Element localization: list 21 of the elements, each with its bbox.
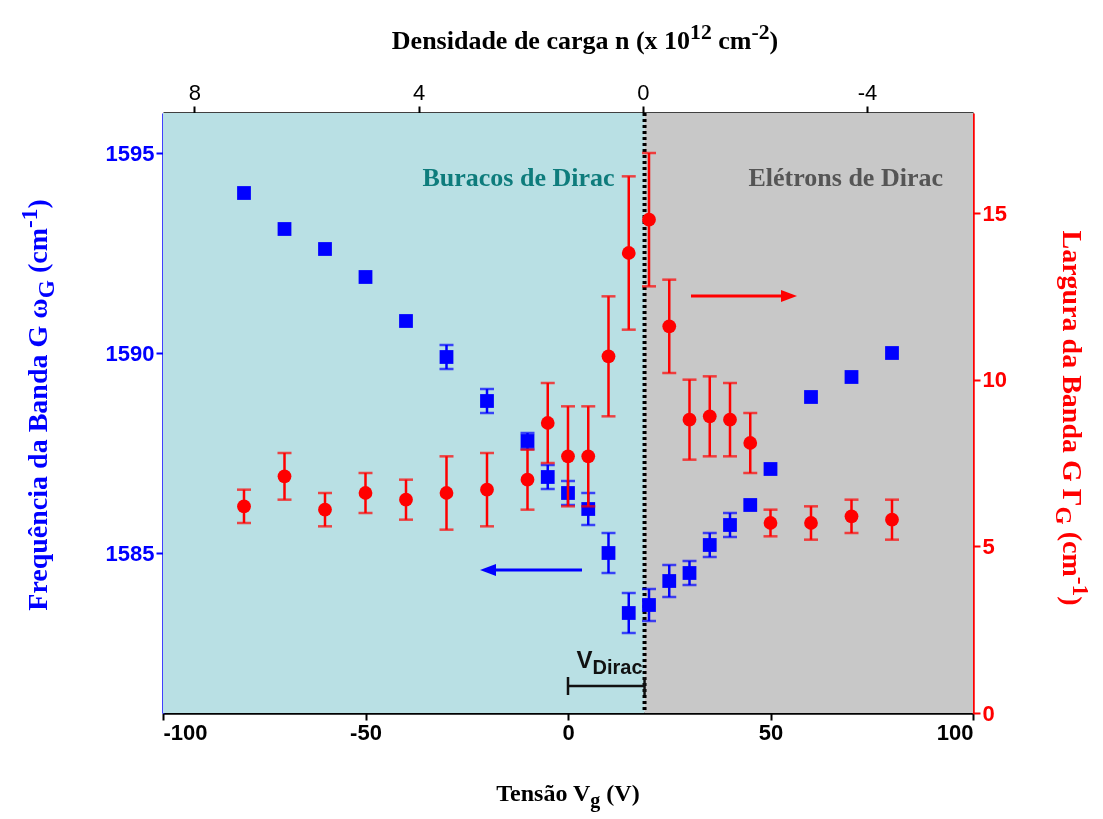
y2-tick-label: 10 xyxy=(982,367,1007,393)
x2-tick-label: 0 xyxy=(637,79,650,105)
x2-tick-label: 8 xyxy=(188,79,202,105)
y-tick-label: 1595 xyxy=(105,140,155,166)
x-axis-title: Tensão V$_{g}$ (V) xyxy=(496,780,640,812)
y2-tick-label: 15 xyxy=(982,200,1007,226)
y2-tick-label: 0 xyxy=(982,700,995,726)
x-tick-label: 0 xyxy=(562,719,575,745)
x-tick-label: -100 xyxy=(163,719,208,745)
band-label: Buracos de Dirac xyxy=(422,163,615,193)
x2-tick-label: 4 xyxy=(412,79,426,105)
ref-line-label: V$_{Dirac}$ xyxy=(576,646,643,679)
x-tick-label: -50 xyxy=(350,719,382,745)
x2-tick-label: -4 xyxy=(857,79,878,105)
x-tick-label: 100 xyxy=(936,719,974,745)
y2-tick-label: 5 xyxy=(982,533,995,559)
y-tick-label: 1585 xyxy=(105,540,155,566)
x2-axis-title: Densidade de carga n (x 10$^{12}$ cm$^{-2}$) xyxy=(391,20,779,56)
y-tick-label: 1590 xyxy=(105,340,155,366)
x-tick-label: 50 xyxy=(758,719,784,745)
band-label: Elétrons de Dirac xyxy=(748,163,943,193)
